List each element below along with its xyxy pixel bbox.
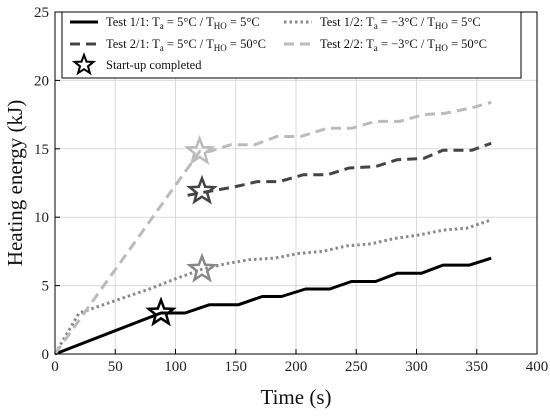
y-tick-label: 25 — [34, 5, 49, 21]
legend-label-2: Test 1/2: Ta = −3°C / THO = 5°C — [320, 15, 481, 31]
x-tick-label: 300 — [405, 359, 428, 375]
series-line-4 — [53, 100, 492, 355]
axis-ticks: 0 50 100 150 200 250 300 350 400 0 5 10 15 20 25 — [34, 5, 548, 375]
y-axis-title: Heating energy (kJ) — [3, 100, 27, 266]
x-tick-label: 100 — [164, 359, 187, 375]
y-tick-label: 0 — [42, 347, 50, 363]
x-tick-label: 200 — [285, 359, 308, 375]
x-tick-label: 150 — [225, 359, 248, 375]
legend: Test 1/1: Ta = 5°C / THO = 5°C Test 1/2: … — [61, 11, 522, 79]
x-tick-label: 50 — [108, 359, 123, 375]
y-tick-label: 5 — [42, 279, 50, 295]
x-axis-title: Time (s) — [261, 385, 332, 409]
x-tick-label: 250 — [345, 359, 368, 375]
legend-label-1: Test 1/1: Ta = 5°C / THO = 5°C — [106, 15, 260, 31]
series-line-2 — [53, 218, 492, 355]
startup-star-2 — [186, 252, 218, 283]
x-tick-label: 350 — [466, 359, 489, 375]
legend-startup-label: Start-up completed — [106, 58, 202, 72]
x-tick-label: 400 — [526, 359, 549, 375]
series-line-1 — [54, 256, 492, 356]
startup-star-1 — [145, 296, 177, 327]
startup-star-3 — [186, 174, 218, 205]
y-tick-label: 15 — [34, 142, 49, 158]
series-lines — [53, 100, 492, 356]
legend-label-4: Test 2/2: Ta = −3°C / THO = 50°C — [320, 37, 487, 53]
startup-star-4 — [183, 134, 216, 165]
startup-markers — [145, 134, 218, 327]
y-tick-label: 10 — [34, 210, 49, 226]
legend-label-3: Test 2/1: Ta = 5°C / THO = 50°C — [106, 37, 266, 53]
legend-star-icon — [71, 52, 97, 76]
x-tick-label: 0 — [51, 359, 59, 375]
y-tick-label: 20 — [34, 73, 49, 89]
series-line-3 — [187, 141, 492, 197]
